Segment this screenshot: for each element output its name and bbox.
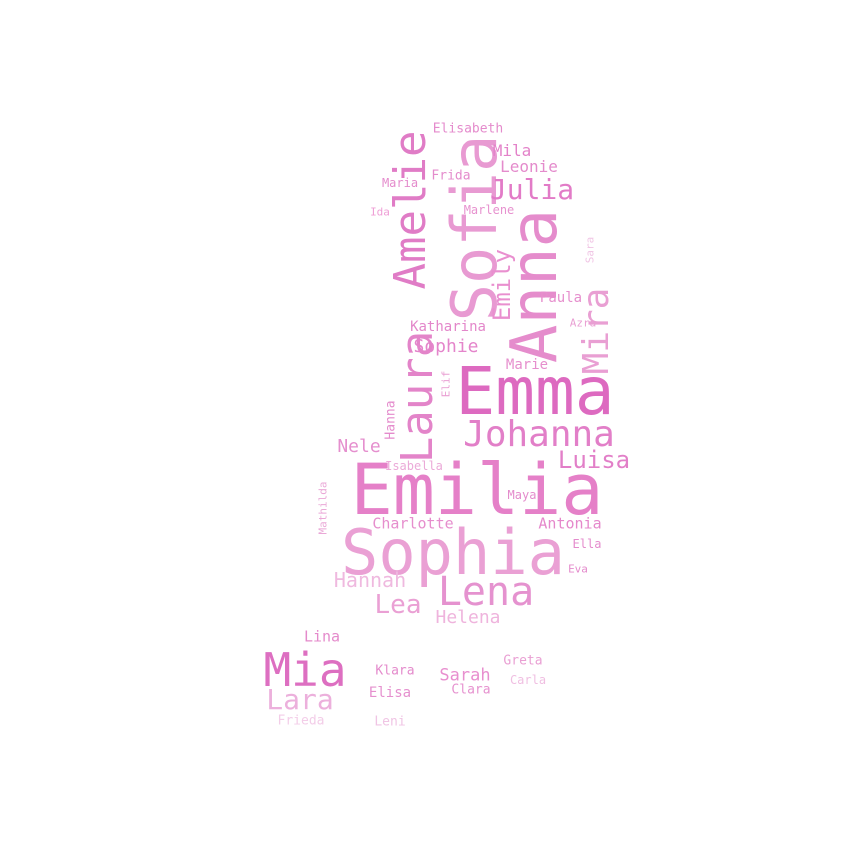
word-mathilda: Mathilda bbox=[316, 481, 330, 535]
word-lina: Lina bbox=[303, 627, 341, 646]
word-sarah: Sarah bbox=[439, 665, 491, 686]
word-sara: Sara bbox=[583, 236, 597, 264]
word-maria: Maria bbox=[381, 176, 419, 190]
word-clara: Clara bbox=[451, 682, 491, 698]
word-frida: Frida bbox=[431, 168, 471, 184]
word-emma: Emma bbox=[455, 353, 615, 430]
word-eva: Eva bbox=[568, 562, 588, 576]
word-helena: Helena bbox=[435, 607, 501, 628]
word-frieda: Frieda bbox=[277, 713, 325, 729]
word-marie: Marie bbox=[505, 357, 549, 373]
word-maya: Maya bbox=[507, 488, 537, 502]
word-mila: Mila bbox=[492, 141, 532, 160]
word-emilia: Emilia bbox=[350, 449, 604, 531]
word-hannah: Hannah bbox=[333, 568, 407, 592]
word-mia: Mia bbox=[263, 643, 347, 697]
word-julia: Julia bbox=[489, 173, 575, 206]
word-nele: Nele bbox=[337, 436, 381, 457]
word-carla: Carla bbox=[509, 673, 547, 687]
word-emily: Emily bbox=[488, 248, 516, 322]
word-hanna: Hanna bbox=[383, 400, 399, 440]
word-sophia: Sophia bbox=[341, 516, 565, 589]
word-marlene: Marlene bbox=[463, 203, 515, 217]
word-lara: Lara bbox=[266, 683, 334, 716]
word-leni: Leni bbox=[374, 714, 406, 730]
word-luisa: Luisa bbox=[557, 446, 631, 474]
word-mira: Mira bbox=[576, 287, 617, 375]
word-elif: Elif bbox=[439, 370, 453, 398]
word-lena: Lena bbox=[437, 569, 535, 615]
word-charlotte: Charlotte bbox=[372, 514, 454, 533]
word-johanna: Johanna bbox=[463, 414, 615, 455]
word-antonia: Antonia bbox=[538, 514, 602, 533]
word-lea: Lea bbox=[374, 590, 422, 620]
word-elisabeth: Elisabeth bbox=[432, 121, 504, 137]
word-amelie: Amelie bbox=[385, 130, 436, 290]
word-elisa: Elisa bbox=[368, 685, 412, 701]
word-paula: Paula bbox=[539, 290, 583, 306]
word-azra: Azra bbox=[569, 316, 597, 330]
word-greta: Greta bbox=[503, 653, 543, 669]
word-klara: Klara bbox=[375, 663, 415, 679]
word-sophie: Sophie bbox=[413, 336, 479, 357]
word-leonie: Leonie bbox=[500, 157, 558, 176]
word-isabella: Isabella bbox=[385, 459, 443, 473]
word-ella: Ella bbox=[572, 537, 602, 551]
word-katharina: Katharina bbox=[410, 319, 486, 335]
word-ida: Ida bbox=[370, 205, 390, 219]
